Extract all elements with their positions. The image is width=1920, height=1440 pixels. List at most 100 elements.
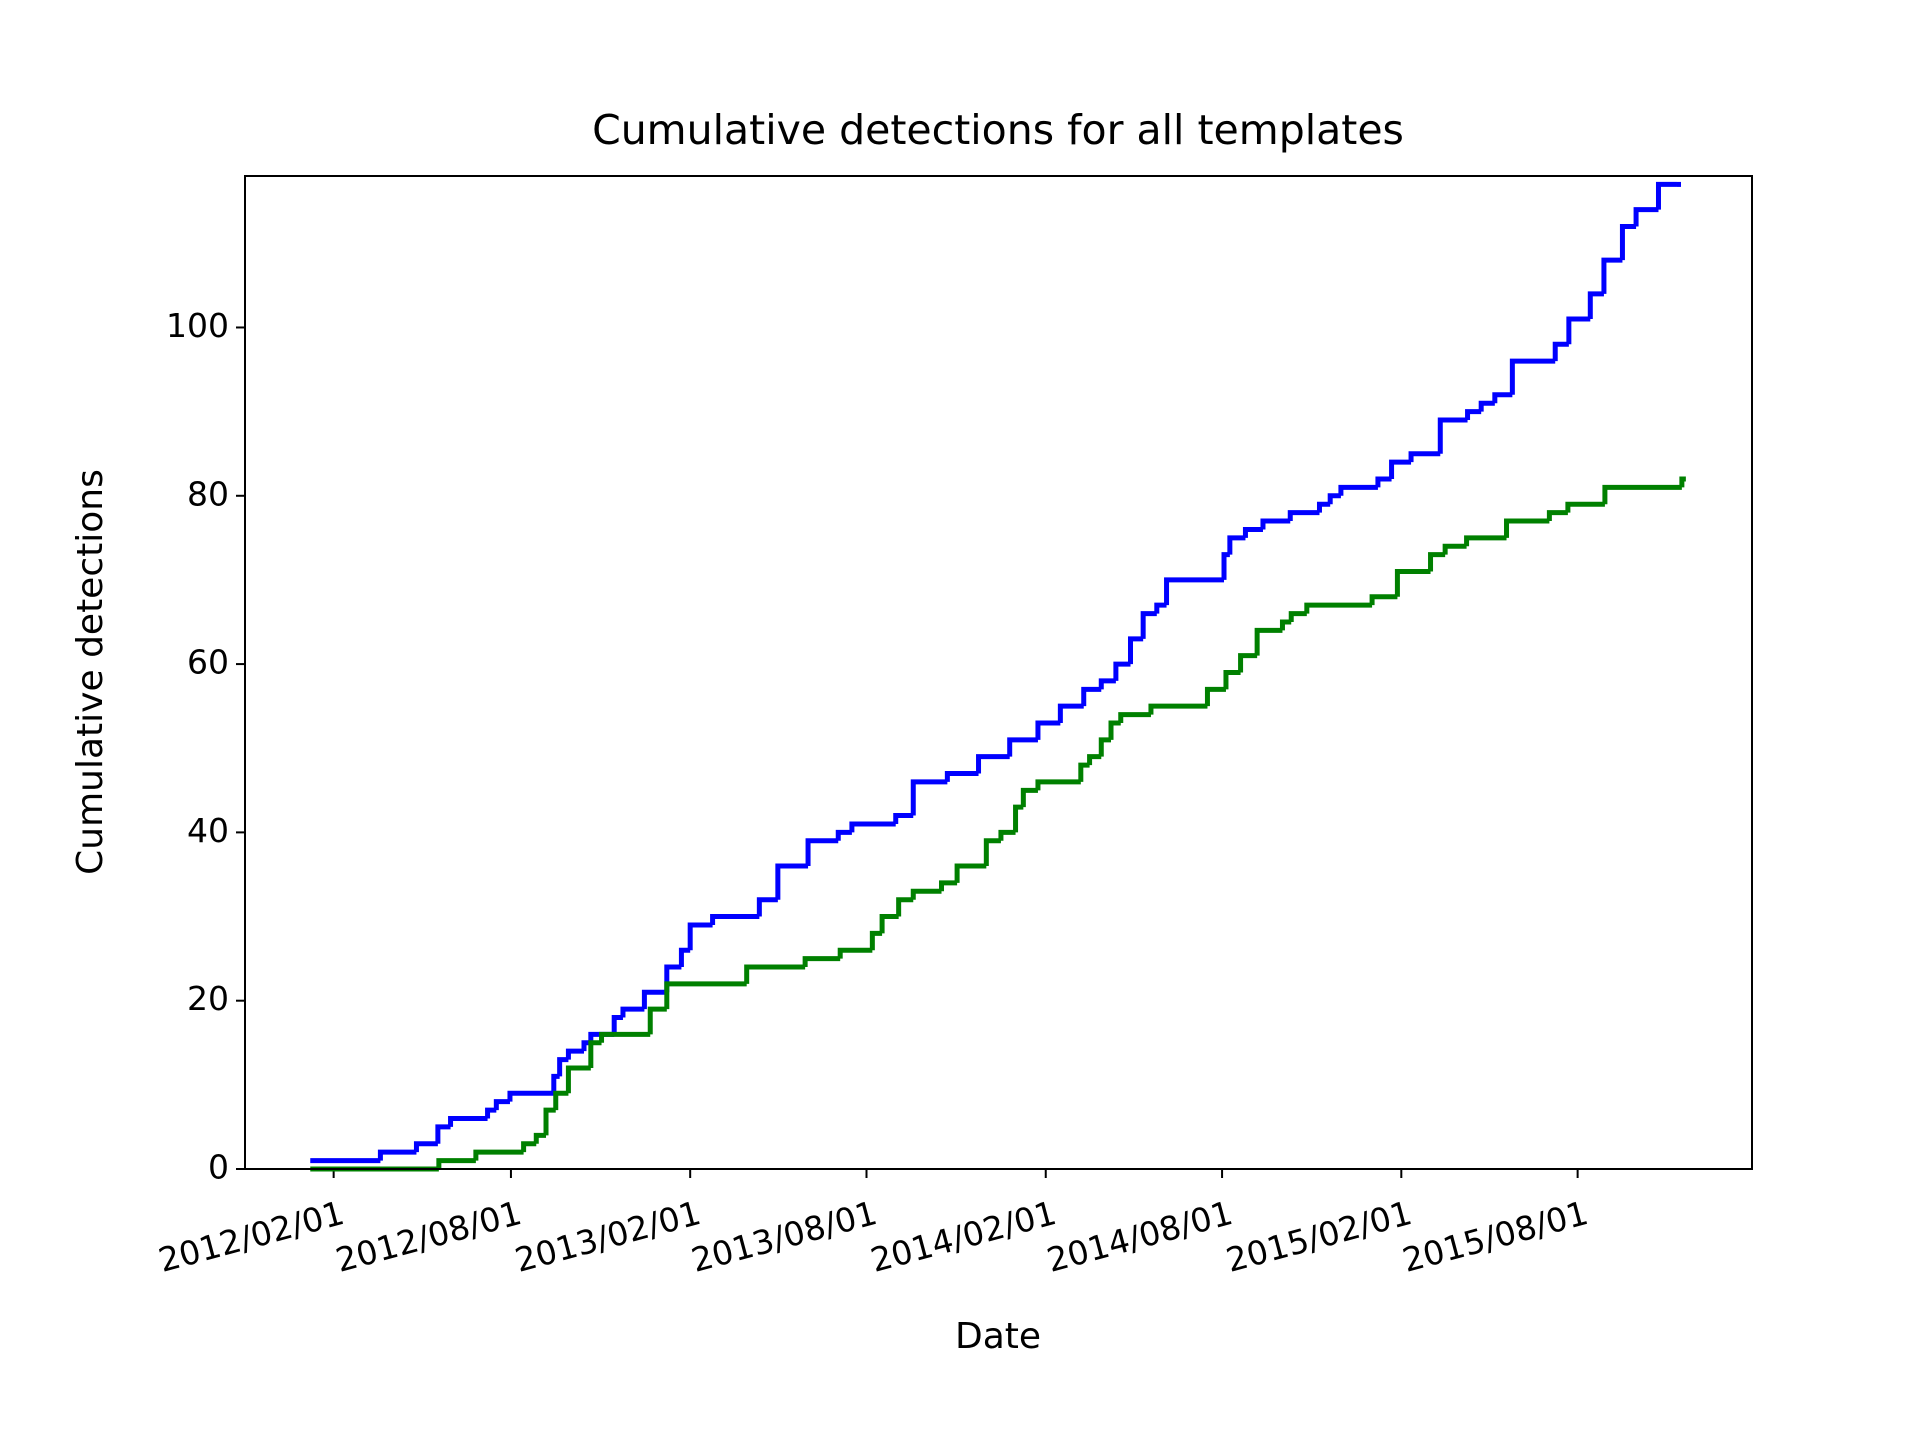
step-segment	[939, 880, 958, 892]
step-segment	[910, 779, 948, 816]
step-segment	[553, 1090, 569, 1111]
y-tick-label: 0	[208, 1148, 229, 1187]
step-segment	[687, 922, 713, 951]
step-segment	[1035, 779, 1081, 791]
step-segment	[1007, 737, 1038, 757]
step-segment	[944, 770, 979, 782]
step-segment	[435, 1124, 451, 1144]
x-tick-label: 2014/02/01	[866, 1193, 1060, 1280]
step-segment	[1204, 686, 1226, 707]
step-segment	[1227, 535, 1246, 555]
x-tick-label: 2012/08/01	[332, 1193, 526, 1280]
step-segment	[1288, 611, 1307, 623]
step-segment	[983, 838, 1001, 867]
step-segment	[678, 947, 691, 968]
step-segment	[533, 1132, 547, 1144]
step-segment	[493, 1099, 510, 1111]
step-segment	[1279, 619, 1292, 631]
step-segment	[893, 813, 914, 824]
step-segment	[1113, 661, 1131, 681]
step-segment	[1565, 501, 1605, 513]
step-segment	[1633, 207, 1659, 227]
step-segment	[1442, 543, 1467, 555]
y-tick-label: 60	[187, 643, 229, 682]
step-segment	[1242, 526, 1263, 538]
step-segment	[869, 930, 883, 951]
step-segment	[976, 754, 1010, 774]
x-tick-label: 2013/08/01	[687, 1193, 881, 1280]
step-segment	[1078, 762, 1090, 782]
step-segment	[1369, 594, 1398, 606]
step-segment	[1221, 552, 1230, 580]
step-segment	[664, 981, 747, 1010]
step-segment	[1504, 518, 1550, 538]
step-segment	[485, 1107, 497, 1119]
step-segment	[954, 863, 987, 883]
step-segment	[835, 829, 852, 841]
step-segment	[896, 897, 914, 917]
x-tick-label: 2015/02/01	[1222, 1193, 1416, 1280]
step-segment	[1148, 703, 1208, 715]
step-segment	[1464, 535, 1507, 547]
step-segment	[641, 989, 667, 1010]
step-segment	[1316, 501, 1331, 513]
step-segment	[377, 1149, 417, 1161]
step-segment	[1492, 392, 1513, 404]
step-segment	[1619, 223, 1637, 261]
step-segment	[1118, 712, 1151, 723]
plot-frame	[244, 175, 1753, 1170]
step-segment	[1238, 653, 1258, 673]
step-segment	[611, 1015, 623, 1035]
step-segment	[849, 821, 896, 833]
step-segment	[448, 1116, 488, 1127]
step-segment	[1375, 476, 1392, 488]
step-segment	[910, 888, 942, 900]
step-segment	[1098, 737, 1112, 757]
step-segment	[557, 1057, 569, 1077]
step-segment	[1552, 341, 1569, 362]
step-segment	[744, 964, 806, 984]
step-segment	[521, 1141, 537, 1153]
step-segment	[1679, 476, 1686, 488]
step-segment	[551, 1073, 560, 1094]
step-segment	[879, 914, 899, 934]
step-segment	[1601, 257, 1623, 294]
step-segment	[1566, 316, 1591, 345]
step-segment	[1465, 409, 1482, 421]
step-segment	[1087, 754, 1102, 766]
x-tick-label: 2013/02/01	[511, 1193, 705, 1280]
chart-title: Cumulative detections for all templates	[592, 106, 1404, 154]
step-segment	[413, 1141, 438, 1153]
step-segment	[805, 838, 839, 867]
step-segment	[710, 914, 760, 925]
y-axis-label: Cumulative detections	[70, 469, 111, 875]
step-segment	[1035, 720, 1061, 740]
step-segment	[775, 863, 809, 900]
step-segment	[1260, 518, 1291, 530]
step-segment	[1546, 510, 1568, 522]
step-segment	[599, 1031, 651, 1043]
step-segment	[1140, 611, 1157, 639]
step-segment	[1327, 493, 1341, 505]
step-segment	[588, 1040, 602, 1069]
step-segment	[1655, 181, 1677, 210]
step-segment	[1437, 417, 1468, 454]
x-tick-label: 2015/08/01	[1398, 1193, 1592, 1280]
y-tick-label: 100	[166, 306, 229, 345]
step-segment	[756, 897, 778, 917]
step-segment	[1509, 358, 1556, 395]
step-segment	[1394, 569, 1431, 597]
step-segment	[647, 1006, 667, 1035]
step-segment	[1128, 636, 1144, 665]
step-segment	[565, 1048, 585, 1060]
step-segment	[620, 1006, 645, 1018]
step-segment	[1304, 602, 1373, 614]
step-segment	[436, 1158, 476, 1169]
step-segment	[1164, 577, 1225, 606]
step-segment	[1013, 804, 1024, 833]
step-segment	[1602, 484, 1682, 505]
step-segment	[1254, 627, 1283, 656]
step-segment	[1154, 602, 1167, 614]
step-segment	[837, 947, 873, 959]
